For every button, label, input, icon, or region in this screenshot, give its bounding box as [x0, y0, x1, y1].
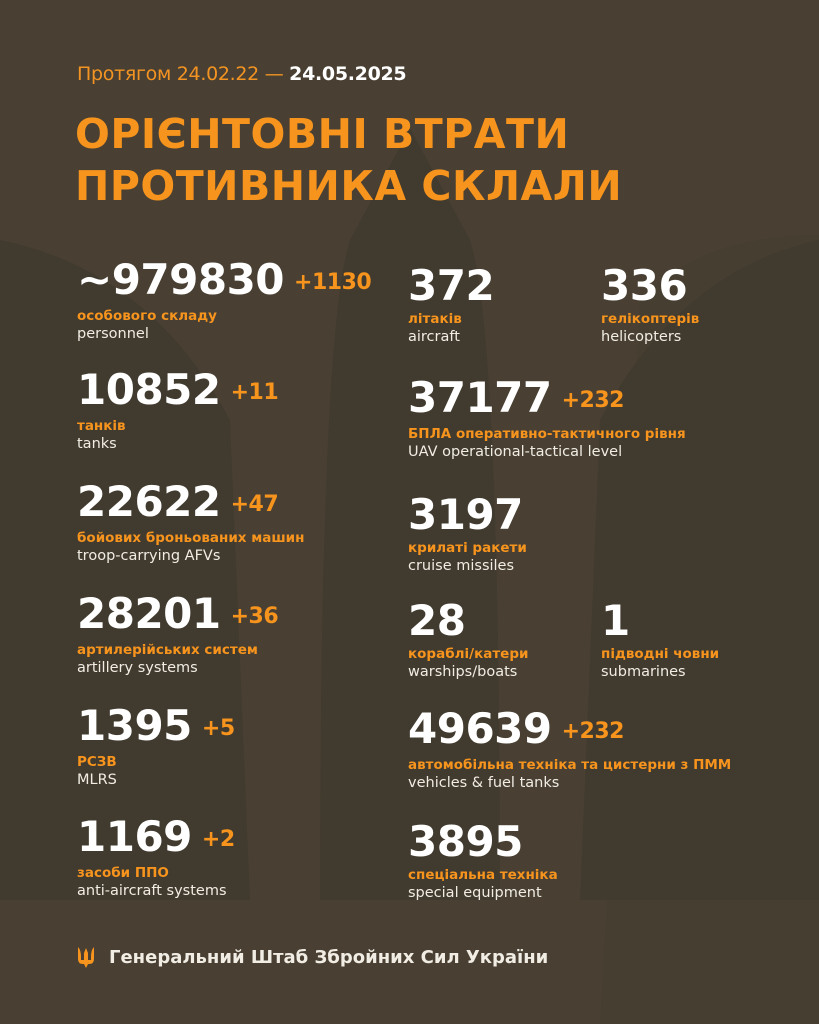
stat-value: 28 [408, 596, 466, 645]
stat-label-en: tanks [77, 435, 117, 452]
period: Протягом 24.02.22 — 24.05.2025 [77, 63, 407, 85]
stat-value-line: 10852 +11 [77, 365, 279, 417]
stat-label-ua: гелікоптерів [601, 311, 700, 327]
stat-value: 37177 [408, 373, 552, 422]
stat-label-en: anti-aircraft systems [77, 882, 227, 899]
stat-right-2: 37177 +232 БПЛА оперативно-тактичного рівн… [408, 374, 686, 462]
stat-increment: +2 [201, 826, 235, 852]
stat-value: 10852 [77, 365, 221, 414]
stat-left-4: 1395 +5 РСЗВ MLRS [77, 702, 235, 790]
stat-increment: +1130 [294, 269, 372, 295]
stat-right-3: 3197 крилаті ракети cruise missiles [408, 491, 527, 576]
stat-label-ua: РСЗВ [77, 753, 117, 770]
stat-increment: +5 [201, 715, 235, 741]
stat-value-line: 372 [408, 261, 495, 310]
stat-left-0: ~979830 +1130 особового складу personnel [77, 255, 372, 344]
stat-value: 49639 [408, 704, 552, 753]
footer: Генеральний Штаб Збройних Сил України [77, 945, 548, 969]
stat-value: 22622 [77, 477, 221, 526]
stat-label-ua: автомобільна техніка та цистерни з ПММ [408, 756, 732, 773]
stat-value-line: 1 [601, 597, 719, 645]
stat-label-ua: підводні човни [601, 646, 720, 662]
stat-right-7: 3895 спеціальна техніка special equipment [408, 818, 558, 903]
stat-value: 1169 [77, 812, 192, 861]
title-line-1: ОРІЄНТОВНІ ВТРАТИ [75, 110, 570, 158]
stat-label-en: vehicles & fuel tanks [408, 774, 560, 791]
stat-label-ua: засоби ППО [77, 864, 169, 881]
stat-label-en: artillery systems [77, 659, 198, 676]
stat-right-1: 336 гелікоптерів helicopters [601, 262, 699, 347]
stat-label-ua: спеціальна техніка [408, 867, 558, 883]
stat-value: 372 [408, 261, 495, 310]
stat-label-en: troop-carrying AFVs [77, 547, 221, 564]
stat-label-en: UAV operational-tactical level [408, 443, 623, 460]
stat-label-ua: літаків [408, 311, 462, 327]
stat-label-ua: артилерійських систем [77, 641, 258, 658]
stat-label-en: special equipment [408, 885, 542, 901]
title-line-2: ПРОТИВНИКА СКЛАЛИ [75, 162, 623, 210]
stat-right-6: 49639 +232 автомобільна техніка та цистерн… [408, 705, 731, 793]
stat-increment: +232 [561, 718, 625, 744]
stat-increment: +11 [230, 379, 279, 405]
stat-value: 336 [601, 261, 688, 310]
stat-value-line: 1395 +5 [77, 702, 235, 753]
stat-label-en: aircraft [408, 329, 460, 345]
stat-increment: +232 [561, 387, 625, 413]
stat-label-en: helicopters [601, 329, 682, 345]
stat-label-ua: танків [77, 417, 126, 434]
stat-label-ua: особового складу [77, 307, 217, 324]
stat-value-line: 49639 +232 [408, 705, 731, 756]
period-end: 24.05.2025 [289, 63, 407, 85]
stat-label-en: personnel [77, 325, 149, 342]
trident-icon [78, 947, 94, 968]
stat-value-line: 336 [601, 262, 699, 310]
stat-label-ua: БПЛА оперативно-тактичного рівня [408, 425, 686, 442]
stat-value: 1 [601, 596, 630, 645]
stat-left-2: 22622 +47 бойових броньованих машин troop-c… [77, 478, 304, 566]
stat-value-line: 28201 +36 [77, 589, 279, 641]
stat-value-line: 3197 [408, 491, 527, 539]
stat-value-line: 22622 +47 [77, 478, 304, 529]
stat-value: 3197 [408, 490, 523, 539]
stat-value-line: 28 [408, 597, 528, 645]
period-start: Протягом 24.02.22 — [77, 63, 284, 85]
footer-text: Генеральний Штаб Збройних Сил України [109, 946, 549, 968]
stat-value-line: 1169 +2 [77, 813, 235, 864]
stat-value-line: 37177 +232 [408, 374, 686, 425]
stat-right-5: 1 підводні човни submarines [601, 597, 719, 682]
stat-right-0: 372 літаків aircraft [408, 261, 495, 347]
stat-value: ~979830 [77, 255, 285, 304]
stat-left-1: 10852 +11 танків tanks [77, 365, 279, 454]
stat-value-line: ~979830 +1130 [77, 255, 372, 307]
stat-value: 1395 [77, 701, 192, 750]
stat-value: 28201 [77, 589, 221, 638]
stat-right-4: 28 кораблі/катери warships/boats [408, 597, 528, 682]
stat-label-en: submarines [601, 664, 686, 680]
stat-value-line: 3895 [408, 818, 558, 866]
stat-value: 3895 [408, 817, 523, 866]
page-title: ОРІЄНТОВНІ ВТРАТИ ПРОТИВНИКА СКЛАЛИ [75, 108, 622, 212]
stat-label-ua: кораблі/катери [408, 646, 529, 662]
stat-label-en: cruise missiles [408, 558, 515, 574]
stat-increment: +36 [230, 603, 279, 629]
stat-label-en: warships/boats [408, 664, 518, 680]
stat-label-ua: крилаті ракети [408, 540, 527, 556]
stat-increment: +47 [230, 491, 279, 517]
stat-label-en: MLRS [77, 771, 117, 788]
stat-left-5: 1169 +2 засоби ППО anti-aircraft systems [77, 813, 235, 901]
stat-label-ua: бойових броньованих машин [77, 529, 305, 546]
stat-left-3: 28201 +36 артилерійських систем artillery s… [77, 589, 279, 678]
